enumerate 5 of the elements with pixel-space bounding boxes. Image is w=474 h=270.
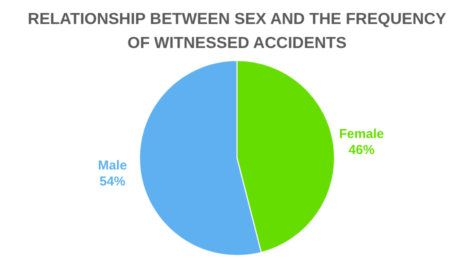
slice-label: Male <box>98 157 127 172</box>
slice-label: Female <box>339 126 384 141</box>
data-label: 46% <box>348 142 375 157</box>
data-label: 54% <box>99 173 126 188</box>
chart-title: RELATIONSHIP BETWEEN SEX AND THE FREQUENCY OF WITNESSED ACCIDENTS <box>26 10 448 54</box>
